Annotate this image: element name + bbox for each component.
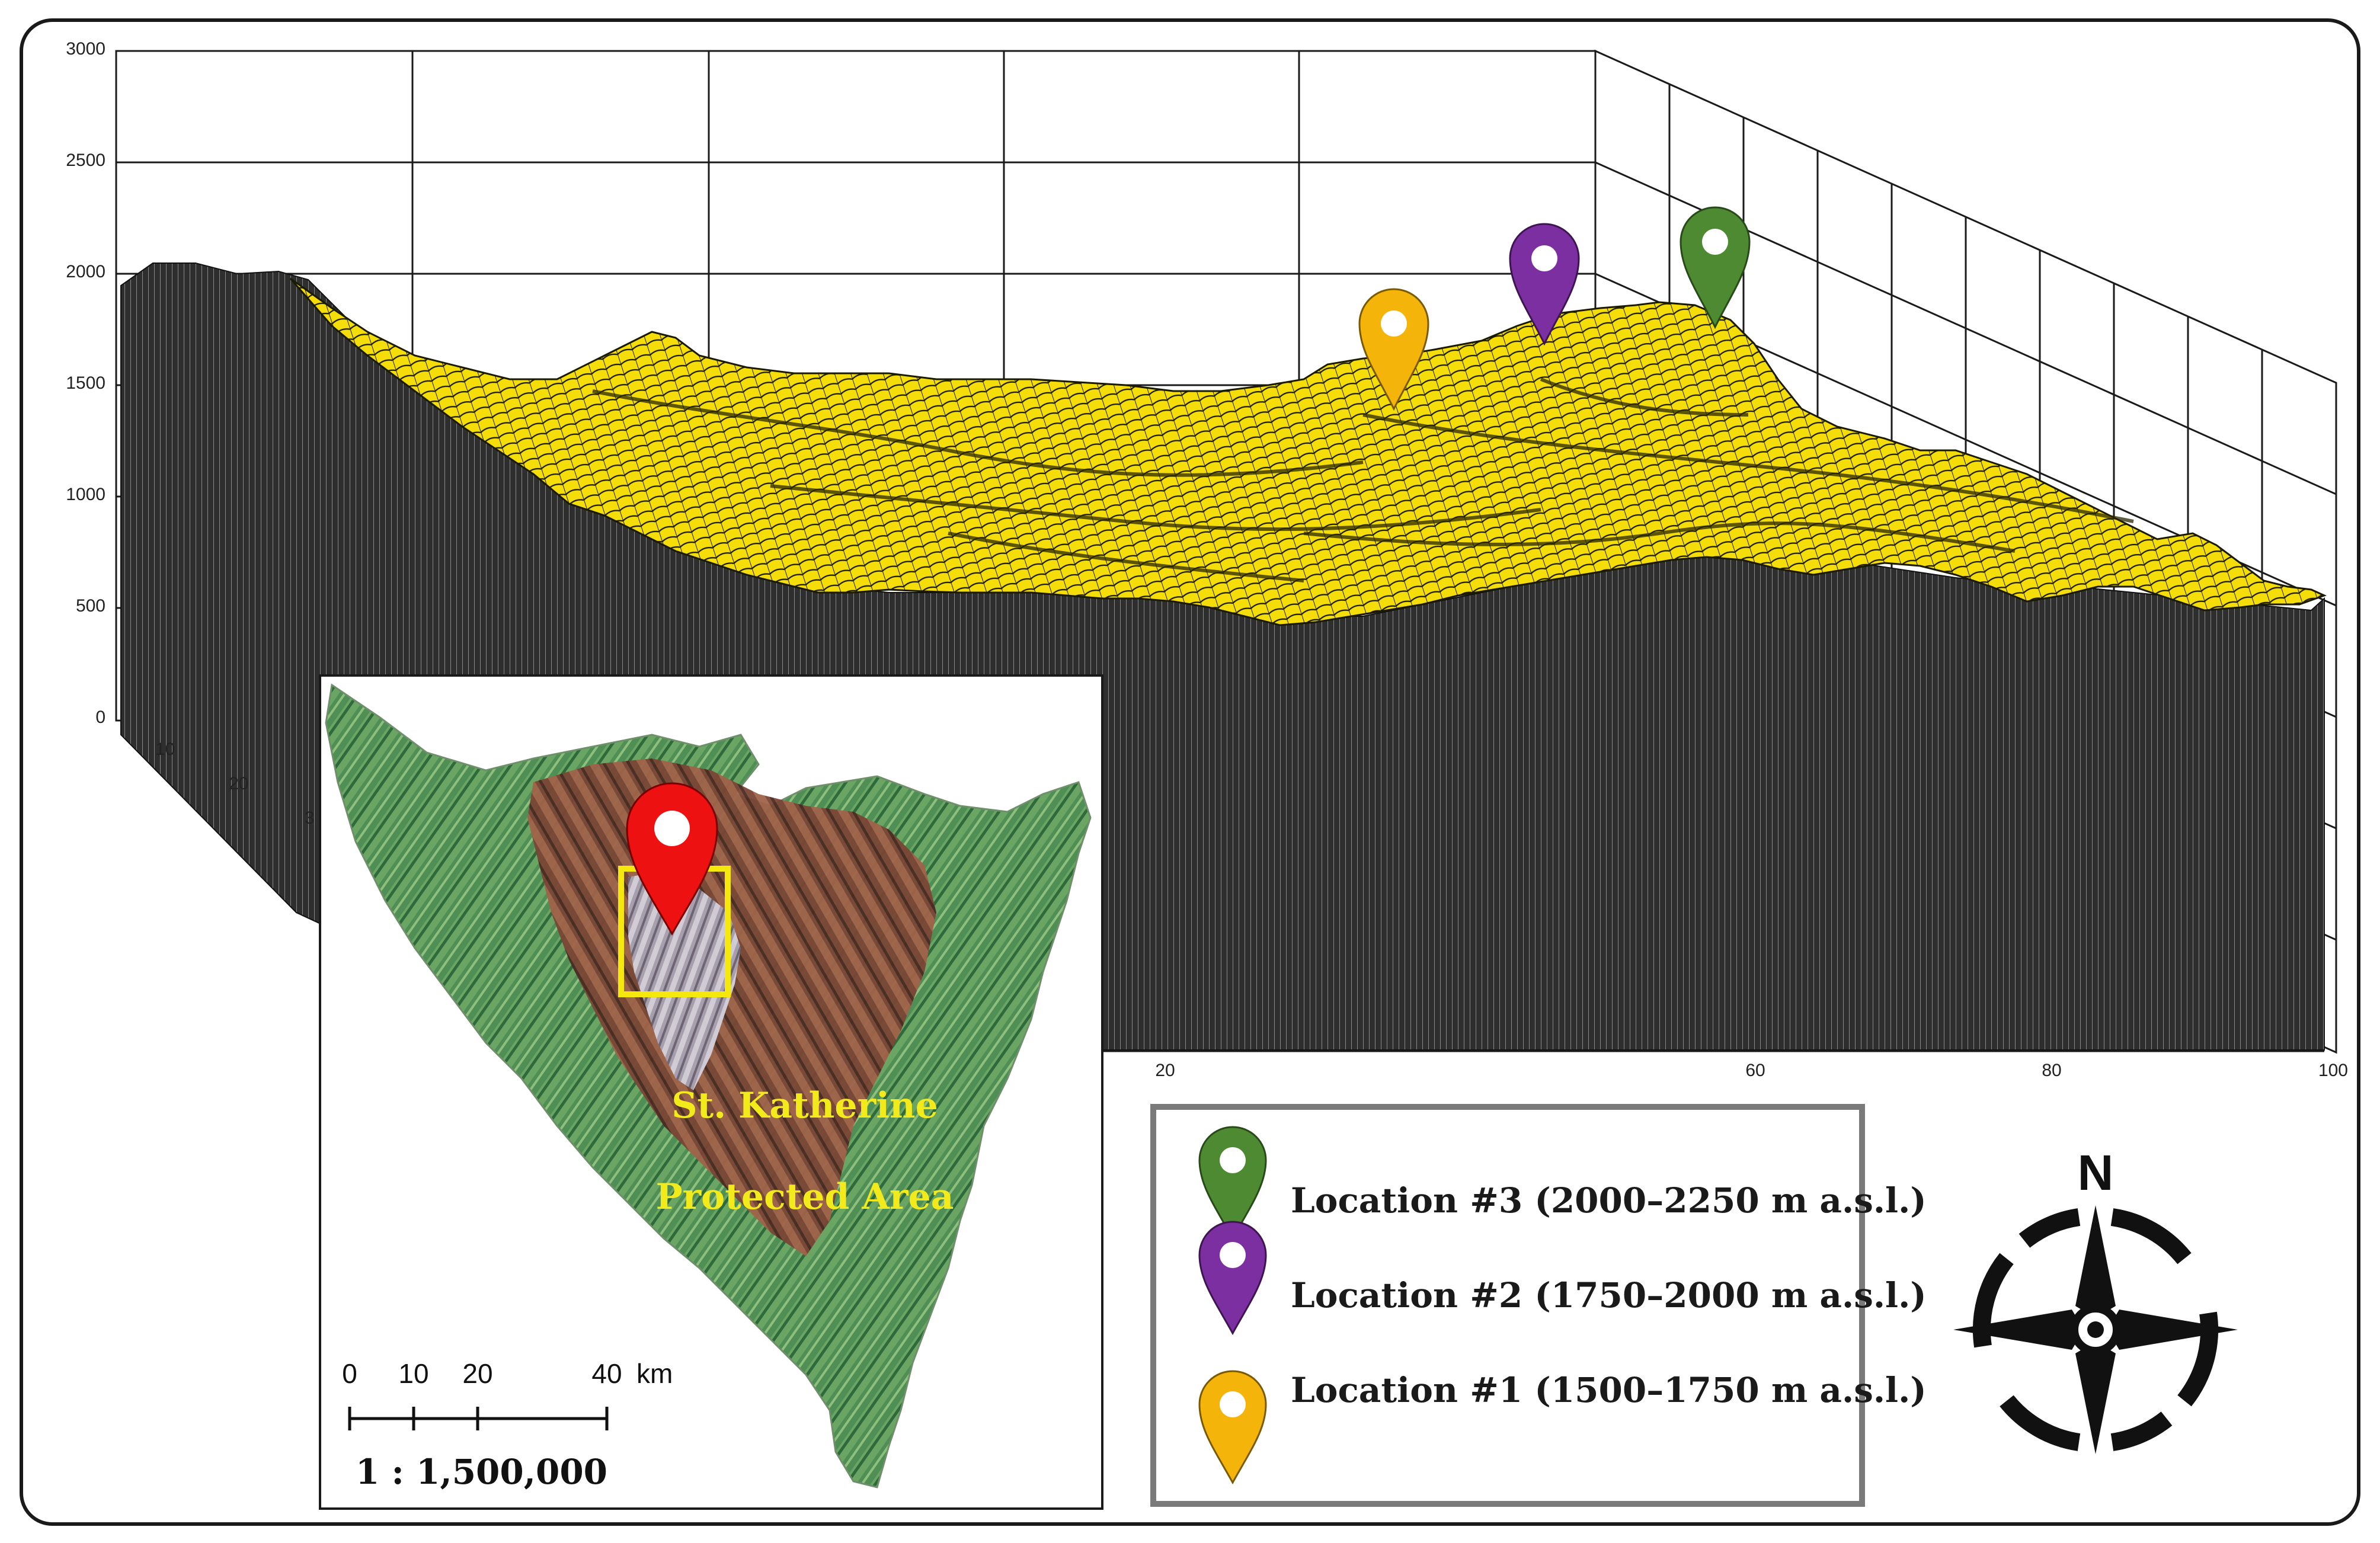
scale-tick-label: 0 — [342, 1358, 357, 1389]
legend-marker-location-2 — [1198, 1221, 1267, 1336]
scale-tick-label: 20 — [462, 1358, 492, 1389]
scale-bar: 0 10 20 40 km 1 : 1,500,000 — [342, 1358, 673, 1492]
legend-label-location-3: Location #3 (2000–2250 m a.s.l.) — [1291, 1180, 1927, 1221]
y-tick: 1000 — [66, 485, 105, 504]
scale-tick-label: 40 — [591, 1358, 622, 1389]
legend-marker-location-1 — [1198, 1370, 1267, 1485]
depth-tick: 3 — [305, 808, 315, 828]
compass-north-label: N — [2078, 1145, 2114, 1201]
legend-label-location-1: Location #1 (1500–1750 m a.s.l.) — [1291, 1370, 1927, 1410]
depth-tick: 10 — [155, 740, 175, 759]
area-label-line2: Protected Area — [655, 1176, 954, 1218]
y-tick: 3000 — [66, 39, 105, 59]
compass-rose: N — [1953, 1145, 2238, 1454]
profile-marker-location-2 — [1509, 223, 1580, 346]
terrain-ridges — [592, 377, 2134, 582]
y-tick: 0 — [95, 708, 105, 727]
depth-axis: 10 20 3 — [155, 740, 315, 828]
profile-marker-location-1 — [1358, 288, 1429, 411]
profile-marker-location-3 — [1680, 206, 1751, 329]
x-tick: 20 — [1155, 1061, 1175, 1080]
scale-tick-label: 10 — [398, 1358, 428, 1389]
legend-marker-location-3 — [1198, 1126, 1267, 1241]
y-tick: 500 — [76, 596, 105, 616]
x-axis: 20 60 80 100 — [1102, 1050, 2348, 1080]
x-tick: 80 — [2042, 1061, 2061, 1080]
peak-area — [628, 871, 741, 1090]
legend-label-location-2: Location #2 (1750–2000 m a.s.l.) — [1291, 1275, 1927, 1315]
depth-tick: 20 — [229, 774, 248, 793]
y-tick: 1500 — [66, 373, 105, 393]
y-tick: 2000 — [66, 262, 105, 281]
x-tick: 100 — [2318, 1061, 2348, 1080]
inset-location-marker — [626, 782, 718, 936]
legend: Location #3 (2000–2250 m a.s.l.) Locatio… — [1150, 1104, 1927, 1507]
terrain-surface — [289, 277, 2327, 626]
inset-map: St. Katherine Protected Area 0 10 20 40 … — [319, 674, 1103, 1510]
area-label-line1: St. Katherine — [671, 1085, 938, 1126]
x-tick: 60 — [1745, 1061, 1765, 1080]
y-tick: 2500 — [66, 151, 105, 170]
scale-ratio: 1 : 1,500,000 — [356, 1452, 607, 1492]
scale-unit: km — [636, 1358, 673, 1389]
y-axis: 0 500 1000 1500 2000 2500 3000 — [66, 39, 117, 727]
